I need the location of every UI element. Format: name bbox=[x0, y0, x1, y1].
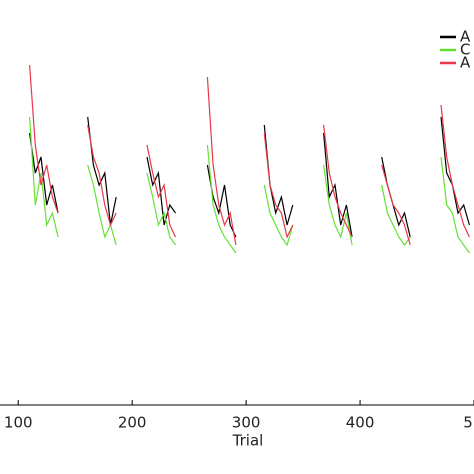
x-tick-label: 200 bbox=[118, 414, 147, 432]
x-tick-label: 5 bbox=[463, 414, 473, 432]
series-line bbox=[29, 116, 470, 238]
legend-label: C bbox=[460, 41, 470, 59]
legend-label: A bbox=[460, 28, 471, 46]
series-line bbox=[29, 116, 470, 254]
legend-label: A bbox=[460, 54, 471, 72]
x-tick-label: 300 bbox=[232, 414, 261, 432]
x-tick-label: 100 bbox=[4, 414, 33, 432]
x-tick-label: 400 bbox=[346, 414, 375, 432]
x-axis-label: Trial bbox=[232, 432, 264, 450]
series-line bbox=[29, 64, 470, 246]
